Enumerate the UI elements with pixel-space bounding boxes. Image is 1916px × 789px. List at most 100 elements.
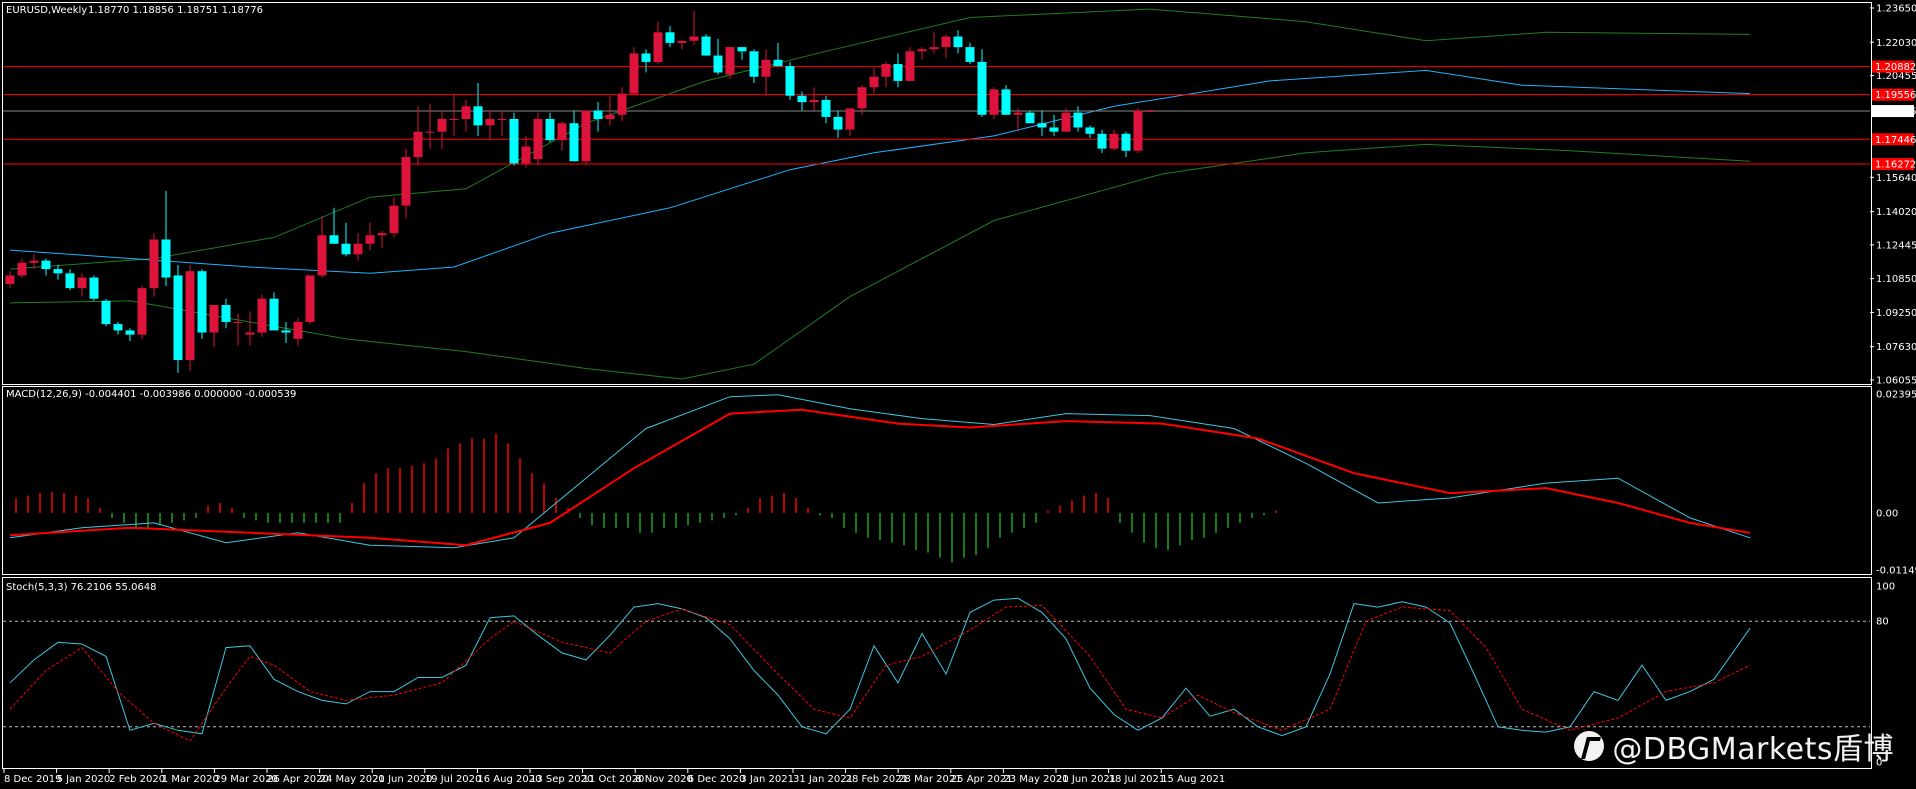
price-tick-label: 1.15640 — [1876, 173, 1916, 184]
candle-body — [1061, 112, 1071, 132]
candle-body — [233, 321, 243, 323]
candle-body — [1013, 112, 1023, 115]
candle-body — [521, 146, 531, 164]
candle-body — [617, 93, 627, 115]
time-tick-label: 26 Apr 2020 — [267, 774, 329, 785]
candle-body — [653, 32, 663, 62]
candle-body — [245, 332, 255, 335]
candle-body — [569, 123, 579, 162]
candle-body — [869, 76, 879, 88]
price-tick-label: 1.12445 — [1876, 240, 1916, 251]
macd-main-line — [9, 394, 1751, 549]
candle-body — [641, 53, 651, 62]
candle-body — [905, 51, 915, 81]
candle-body — [1001, 89, 1011, 115]
macd-tick-label: -0.01149 — [1876, 566, 1916, 577]
candle-body — [605, 114, 615, 119]
candle-body — [473, 106, 483, 126]
price-pane[interactable] — [3, 8, 1870, 380]
time-tick-label: 13 Sep 2020 — [530, 774, 593, 785]
candle-body — [149, 239, 159, 289]
candle-body — [1025, 112, 1035, 124]
candle-body — [413, 131, 423, 158]
macd-pane[interactable] — [9, 394, 1751, 563]
candle-body — [1133, 110, 1143, 151]
candle-body — [689, 36, 699, 41]
macd-tick-label: 0.00 — [1876, 508, 1898, 519]
candle-body — [77, 277, 87, 289]
candle-body — [821, 99, 831, 117]
watermark: @DBGMarkets盾博 — [1574, 724, 1894, 768]
candle-body — [341, 243, 351, 255]
stoch-pane[interactable] — [3, 597, 1870, 742]
time-tick-label: 6 Dec 2020 — [688, 774, 746, 785]
time-tick-label: 23 May 2021 — [1003, 774, 1068, 785]
macd-title: MACD(12,26,9) -0.004401 -0.003986 0.0000… — [6, 389, 296, 400]
candle-body — [665, 32, 675, 43]
candle-body — [437, 118, 447, 132]
candle-body — [977, 61, 987, 115]
candle-body — [137, 288, 147, 335]
moving-average-line — [9, 69, 1751, 274]
candle-body — [965, 47, 975, 62]
candle-body — [581, 110, 591, 162]
candle-body — [533, 118, 543, 160]
candle-body — [845, 108, 855, 130]
candle-body — [737, 47, 747, 52]
candle-body — [509, 118, 519, 164]
bollinger-lower-line — [9, 143, 1751, 380]
chart-symbol-label: EURUSD,Weekly — [6, 5, 87, 16]
level-price-box — [1872, 60, 1914, 73]
candle-body — [53, 269, 63, 274]
level-price-label: 1.16272 — [1875, 160, 1916, 171]
candle-body — [1049, 127, 1059, 132]
candle-body — [5, 275, 15, 284]
stoch-tick-label: 100 — [1876, 582, 1895, 593]
level-price-label: 1.19556 — [1875, 90, 1916, 101]
candle-body — [701, 36, 711, 56]
candle-body — [317, 235, 327, 276]
price-tick-label: 1.10850 — [1876, 274, 1916, 285]
time-tick-label: 18 Jul 2021 — [1109, 774, 1166, 785]
candle-body — [125, 330, 135, 335]
candle-body — [593, 110, 603, 119]
candle-body — [17, 262, 27, 276]
price-pane-border — [2, 2, 1872, 385]
price-tick-label: 1.23650 — [1876, 4, 1916, 15]
candle-body — [1109, 133, 1119, 149]
candle-body — [953, 36, 963, 48]
candle-body — [713, 55, 723, 73]
dbg-logo-icon — [1574, 731, 1605, 761]
candle-body — [161, 239, 171, 278]
time-tick-label: 21 Jun 2020 — [372, 774, 432, 785]
candle-body — [797, 95, 807, 103]
watermark-text: @DBGMarkets盾博 — [1612, 732, 1894, 767]
price-tick-label: 1.07630 — [1876, 342, 1916, 353]
stoch-title: Stoch(5,3,3) 76.2106 55.0648 — [6, 582, 157, 593]
time-tick-label: 16 Aug 2020 — [477, 774, 541, 785]
candle-body — [353, 243, 363, 255]
candle-body — [485, 118, 495, 126]
candle-body — [725, 47, 735, 75]
candle-body — [557, 123, 567, 141]
candle-body — [293, 321, 303, 339]
candle-body — [989, 89, 999, 115]
candle-body — [173, 275, 183, 361]
stoch-tick-label: 0 — [1876, 758, 1882, 769]
candle-body — [389, 205, 399, 234]
stoch-k-line — [9, 597, 1751, 737]
price-tick-label: 1.20455 — [1876, 71, 1916, 82]
time-tick-label: 19 Jul 2020 — [425, 774, 482, 785]
macd-signal-line — [9, 408, 1751, 547]
level-price-box — [1872, 158, 1914, 171]
candle-body — [29, 260, 39, 263]
candle-body — [1145, 110, 1155, 112]
candle-body — [893, 64, 903, 81]
stoch-d-line — [9, 604, 1751, 742]
candle-body — [101, 300, 111, 325]
candle-body — [113, 324, 123, 331]
level-price-box — [1872, 88, 1914, 101]
candle-body — [185, 271, 195, 361]
time-tick-label: 5 Jan 2020 — [57, 774, 111, 785]
